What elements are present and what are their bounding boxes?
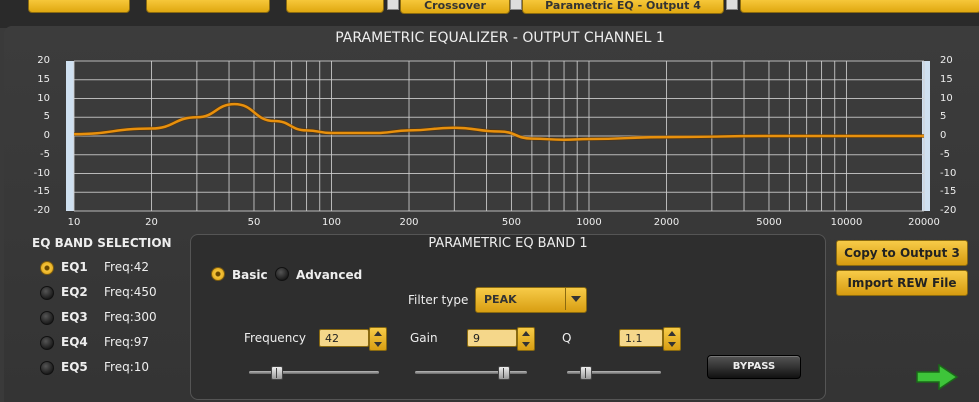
eq-band-1[interactable]: EQ1 Freq:42 — [40, 259, 180, 277]
eq4-label: EQ4 — [61, 335, 88, 349]
eq3-freq: Freq:300 — [104, 310, 157, 324]
eq-band-4[interactable]: EQ4 Freq:97 — [40, 334, 180, 352]
eq-band-2[interactable]: EQ2 Freq:450 — [40, 284, 180, 302]
bypass-button[interactable]: BYPASS — [707, 355, 801, 379]
eq5-radio[interactable] — [40, 361, 54, 375]
eq-band-3[interactable]: EQ3 Freq:300 — [40, 309, 180, 327]
tab-separator — [387, 0, 399, 10]
q-label: Q — [562, 331, 572, 345]
y-tick-label-right: 5 — [940, 111, 947, 123]
eq3-radio[interactable] — [40, 311, 54, 325]
tab-separator — [510, 0, 522, 10]
gain-slider-handle[interactable] — [498, 366, 510, 380]
eq5-label: EQ5 — [61, 360, 88, 374]
eq-response-chart — [66, 60, 930, 212]
eq-band-panel: PARAMETRIC EQ BAND 1 Basic Advanced Filt… — [190, 234, 826, 400]
left-level-bar — [66, 61, 74, 211]
eq2-label: EQ2 — [61, 285, 88, 299]
green-arrow-right-icon[interactable] — [915, 364, 959, 390]
frequency-slider-track[interactable] — [249, 371, 379, 374]
x-tick-label: 20 — [145, 217, 158, 228]
y-tick-label-left: -20 — [33, 205, 50, 216]
mode-advanced-label: Advanced — [296, 268, 363, 282]
gain-input[interactable]: 9 — [467, 329, 517, 347]
tab-crossover[interactable]: Crossover — [400, 0, 510, 14]
y-tick-label-left: 15 — [37, 73, 50, 85]
filter-type-value: PEAK — [484, 293, 517, 306]
q-stepper[interactable] — [663, 327, 681, 351]
copy-to-output-button[interactable]: Copy to Output 3 — [836, 240, 968, 266]
filter-type-select[interactable]: PEAK — [475, 287, 587, 313]
tab-separator — [726, 0, 738, 10]
y-tick-label-right: -5 — [940, 148, 950, 160]
y-tick-label-left: 0 — [43, 130, 50, 141]
eq-band-selection-heading: EQ BAND SELECTION — [32, 236, 172, 250]
y-tick-label-right: -20 — [940, 205, 957, 216]
frequency-label: Frequency — [244, 331, 306, 345]
y-tick-label-right: 10 — [940, 92, 953, 104]
filter-type-label: Filter type — [408, 293, 469, 307]
top-tab-3[interactable] — [286, 0, 384, 13]
y-tick-label-right: -15 — [940, 186, 957, 198]
y-tick-label-right: -10 — [940, 167, 957, 179]
right-level-bar — [922, 61, 930, 211]
eq-band-panel-title: PARAMETRIC EQ BAND 1 — [428, 236, 588, 251]
mode-basic-radio[interactable] — [211, 267, 225, 281]
eq4-radio[interactable] — [40, 336, 54, 350]
y-tick-label-left: 20 — [37, 55, 50, 66]
arrow-down-icon[interactable] — [374, 342, 382, 347]
frequency-stepper[interactable] — [369, 327, 387, 351]
x-tick-label: 2000 — [653, 217, 680, 228]
y-tick-label-left: -10 — [33, 167, 50, 179]
y-tick-label-left: -5 — [40, 148, 50, 160]
eq2-radio[interactable] — [40, 286, 54, 300]
eq4-freq: Freq:97 — [104, 335, 150, 349]
arrow-up-icon[interactable] — [522, 331, 530, 336]
x-tick-label: 10000 — [830, 217, 863, 228]
arrow-down-icon[interactable] — [668, 342, 676, 347]
y-tick-label-right: 15 — [940, 73, 953, 85]
chevron-down-icon[interactable] — [565, 288, 586, 310]
eq1-radio[interactable] — [40, 261, 54, 275]
frequency-input[interactable]: 42 — [319, 329, 369, 347]
q-slider-track[interactable] — [567, 371, 661, 374]
y-tick-label-left: -15 — [33, 186, 50, 198]
import-rew-button[interactable]: Import REW File — [836, 270, 968, 296]
x-tick-label: 5000 — [756, 217, 782, 228]
x-tick-label: 100 — [321, 217, 342, 228]
top-tab-1[interactable] — [28, 0, 130, 13]
y-tick-label-left: 5 — [43, 111, 50, 123]
y-tick-label-right: 0 — [940, 130, 947, 141]
eq1-label: EQ1 — [61, 260, 88, 274]
arrow-up-icon[interactable] — [374, 331, 382, 336]
x-tick-label: 500 — [501, 217, 522, 228]
gain-stepper[interactable] — [517, 327, 535, 351]
y-tick-label-right: 20 — [940, 55, 953, 66]
arrow-down-icon[interactable] — [522, 342, 530, 347]
q-input[interactable]: 1.1 — [619, 329, 663, 347]
x-tick-label: 10 — [67, 217, 81, 228]
top-tab-2[interactable] — [146, 0, 270, 13]
mode-basic-label: Basic — [232, 268, 268, 282]
eq-band-5[interactable]: EQ5 Freq:10 — [40, 359, 180, 377]
eq2-freq: Freq:450 — [104, 285, 157, 299]
tab-parametric-eq-output-4[interactable]: Parametric EQ - Output 4 — [522, 0, 724, 14]
y-tick-label-left: 10 — [37, 92, 50, 104]
response-curve — [73, 102, 924, 142]
eq1-freq: Freq:42 — [104, 260, 150, 274]
frequency-slider-handle[interactable] — [271, 366, 283, 380]
eq5-freq: Freq:10 — [104, 360, 150, 374]
x-tick-label: 20000 — [908, 217, 940, 228]
gain-label: Gain — [410, 331, 438, 345]
gain-slider-track[interactable] — [415, 371, 527, 374]
x-tick-label: 50 — [247, 217, 261, 228]
q-slider-handle[interactable] — [580, 366, 592, 380]
eq3-label: EQ3 — [61, 310, 88, 324]
arrow-up-icon[interactable] — [668, 331, 676, 336]
mode-advanced-radio[interactable] — [275, 267, 289, 281]
top-tab-right[interactable] — [740, 0, 979, 13]
x-tick-label: 1000 — [576, 217, 602, 228]
x-tick-label: 200 — [399, 217, 419, 228]
page-title: PARAMETRIC EQUALIZER - OUTPUT CHANNEL 1 — [335, 30, 665, 46]
